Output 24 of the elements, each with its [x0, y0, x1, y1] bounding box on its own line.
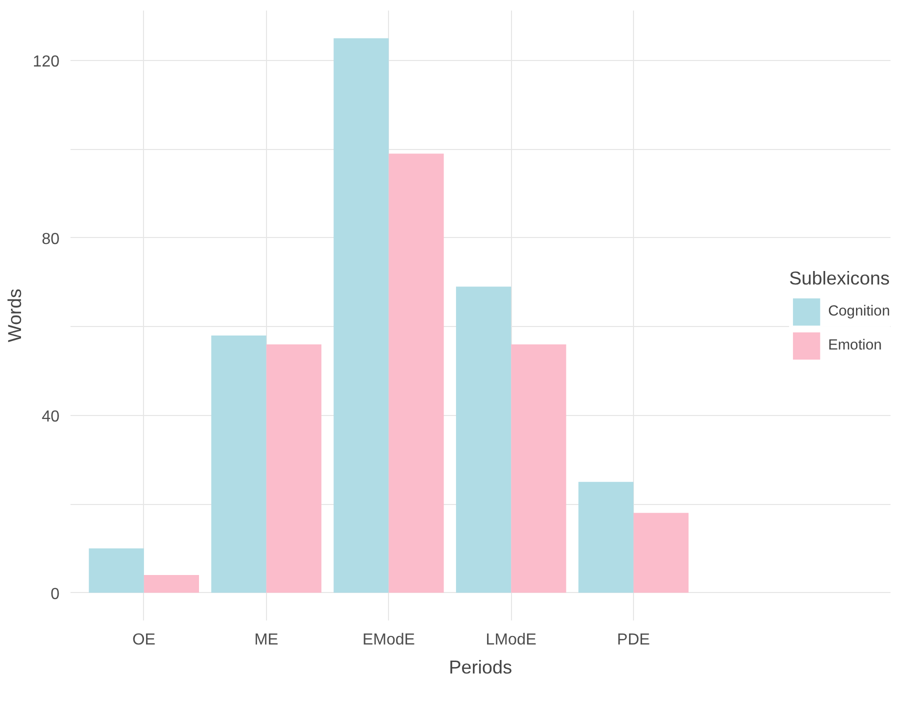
y-tick-label: 80: [42, 230, 60, 248]
bar: [578, 482, 634, 593]
x-tick-label: LModE: [486, 632, 536, 648]
x-tick-label: EModE: [362, 632, 415, 648]
bar: [266, 344, 322, 593]
x-tick-label: PDE: [617, 632, 650, 648]
bar: [511, 344, 566, 593]
bar: [334, 38, 389, 593]
bar: [144, 575, 200, 593]
x-axis-title: Periods: [448, 656, 512, 678]
x-tick-label: OE: [132, 632, 156, 648]
legend-label: Emotion: [828, 336, 882, 356]
bar: [88, 548, 144, 593]
y-axis-title: Words: [4, 288, 25, 342]
bar: [456, 286, 512, 593]
bar: [211, 335, 266, 593]
legend-title: Sublexicons: [789, 268, 890, 290]
bar: [388, 154, 444, 593]
y-tick-label: 120: [32, 53, 60, 70]
y-tick-label: 40: [42, 408, 60, 426]
bar: [633, 512, 689, 593]
y-tick-label: 0: [50, 586, 60, 603]
legend-label: Cognition: [828, 302, 890, 322]
x-tick-label: ME: [254, 632, 278, 648]
